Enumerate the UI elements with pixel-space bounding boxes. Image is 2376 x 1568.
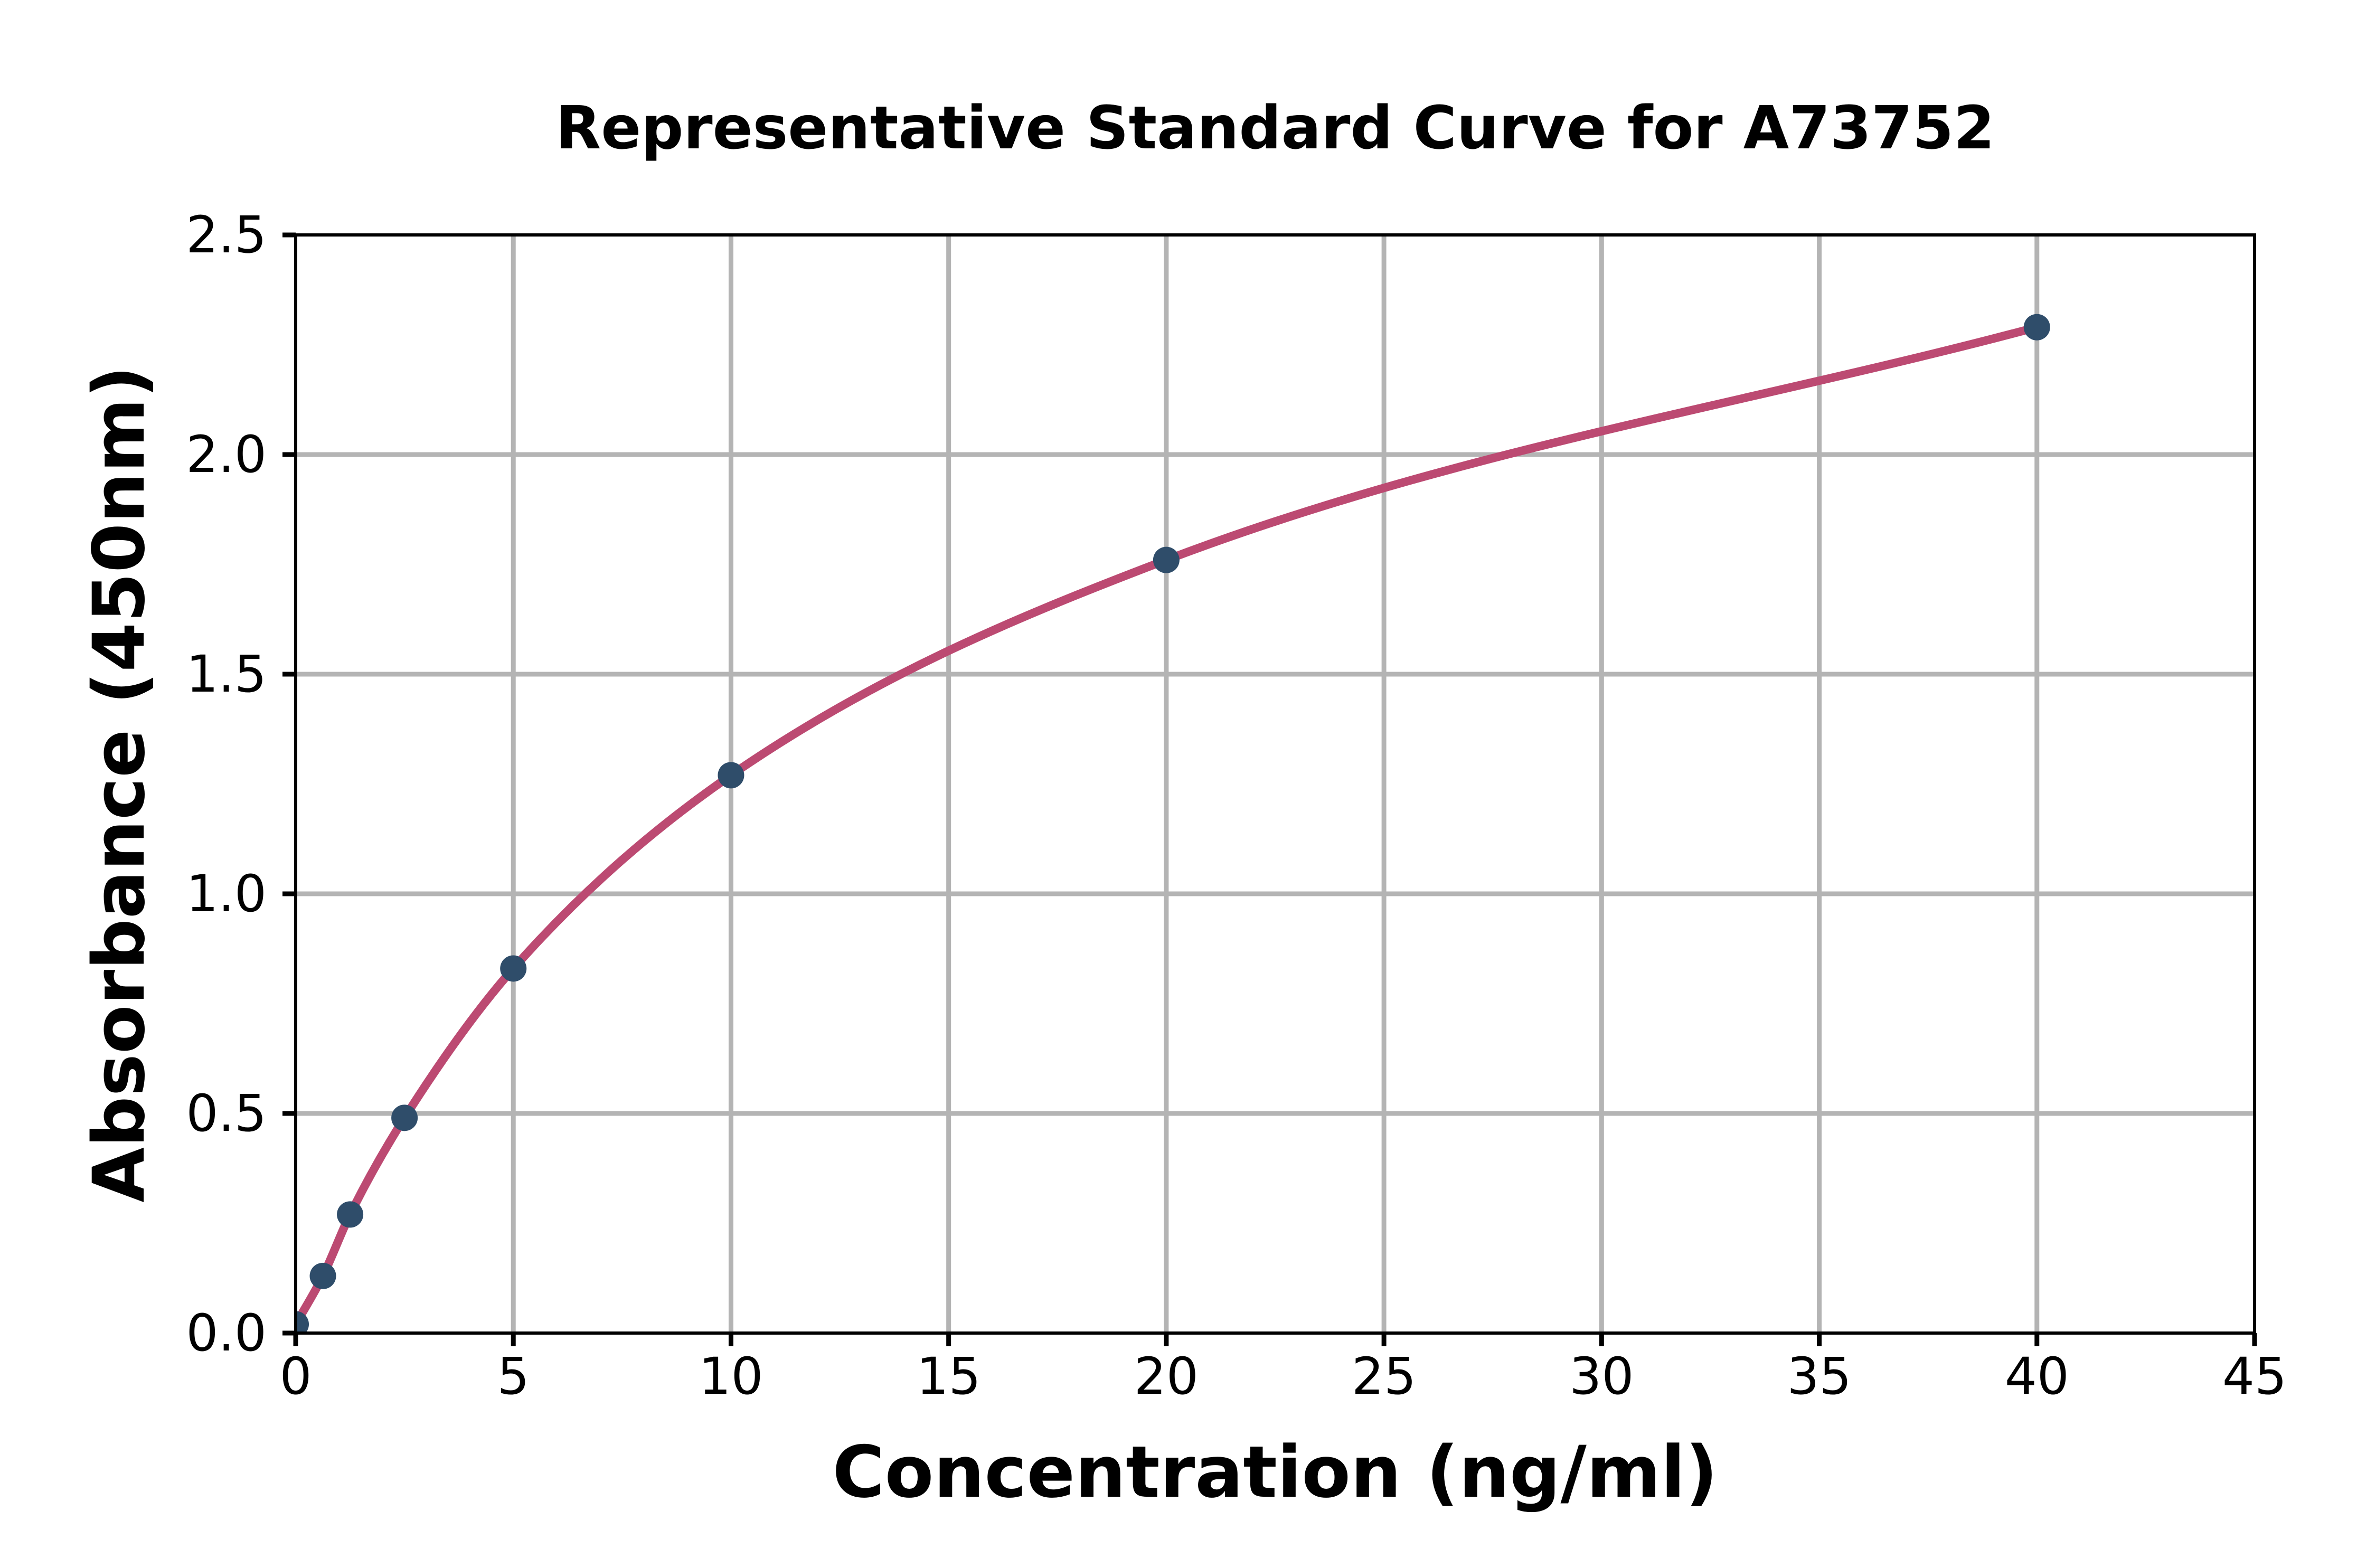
x-tick-label: 40 bbox=[2005, 1347, 2069, 1406]
y-tick-label: 1.0 bbox=[186, 864, 267, 923]
data-point bbox=[337, 1201, 364, 1228]
x-tick-label: 45 bbox=[2222, 1347, 2287, 1406]
x-tick-label: 15 bbox=[917, 1347, 981, 1406]
axes-frame bbox=[294, 233, 2256, 1335]
data-point bbox=[296, 1311, 309, 1333]
x-tick-label: 25 bbox=[1352, 1347, 1416, 1406]
data-point bbox=[500, 955, 527, 982]
data-point bbox=[391, 1104, 418, 1131]
y-tick-label: 2.5 bbox=[186, 205, 267, 265]
y-tick-label: 0.0 bbox=[186, 1303, 267, 1363]
x-tick-label: 20 bbox=[1134, 1347, 1199, 1406]
y-tick-label: 1.5 bbox=[186, 645, 267, 704]
x-tick-label: 10 bbox=[699, 1347, 763, 1406]
x-tick-label: 30 bbox=[1569, 1347, 1634, 1406]
y-tick-label: 2.0 bbox=[186, 425, 267, 484]
y-tick-label: 0.5 bbox=[186, 1084, 267, 1143]
data-point bbox=[1153, 546, 1180, 573]
data-point bbox=[2023, 314, 2050, 341]
x-axis-label: Concentration (ng/ml) bbox=[832, 1431, 1718, 1514]
x-tick-label: 5 bbox=[497, 1347, 530, 1406]
x-tick-label: 35 bbox=[1787, 1347, 1851, 1406]
chart-title: Representative Standard Curve for A73752 bbox=[555, 94, 1995, 163]
data-point bbox=[718, 762, 744, 789]
series-layer bbox=[296, 314, 2050, 1333]
data-point bbox=[309, 1262, 336, 1289]
x-tick-label: 0 bbox=[279, 1347, 312, 1406]
